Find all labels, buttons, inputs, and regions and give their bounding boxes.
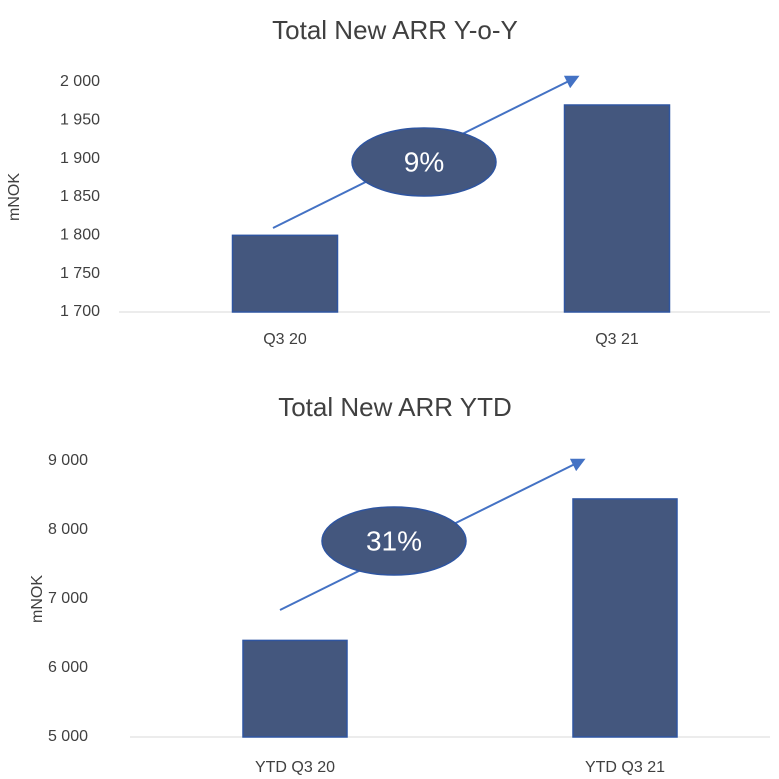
bar	[563, 104, 671, 313]
y-axis-label: mNOK	[6, 173, 23, 221]
y-axis-label: mNOK	[29, 575, 46, 623]
chart-title: Total New ARR Y-o-Y	[272, 15, 518, 45]
chart-title: Total New ARR YTD	[278, 392, 512, 422]
bar	[231, 234, 339, 313]
growth-label: 31%	[366, 525, 422, 556]
x-tick-label: Q3 21	[595, 331, 639, 348]
y-tick-label: 2 000	[60, 73, 100, 90]
y-tick-label: 7 000	[48, 590, 88, 607]
y-tick-label: 9 000	[48, 452, 88, 469]
growth-label: 9%	[404, 146, 444, 177]
x-tick-label: YTD Q3 20	[255, 759, 335, 776]
x-tick-label: YTD Q3 21	[585, 759, 665, 776]
y-tick-label: 1 900	[60, 150, 100, 167]
growth-bubble	[321, 506, 467, 576]
x-tick-label: Q3 20	[263, 331, 307, 348]
y-tick-label: 1 800	[60, 227, 100, 244]
bar	[572, 498, 678, 738]
y-tick-label: 1 700	[60, 303, 100, 320]
y-tick-label: 8 000	[48, 521, 88, 538]
y-tick-label: 6 000	[48, 659, 88, 676]
y-tick-label: 1 950	[60, 112, 100, 129]
growth-bubble	[351, 127, 497, 197]
bar	[242, 639, 348, 738]
y-tick-label: 1 750	[60, 265, 100, 282]
y-tick-label: 1 850	[60, 188, 100, 205]
y-tick-label: 5 000	[48, 728, 88, 745]
